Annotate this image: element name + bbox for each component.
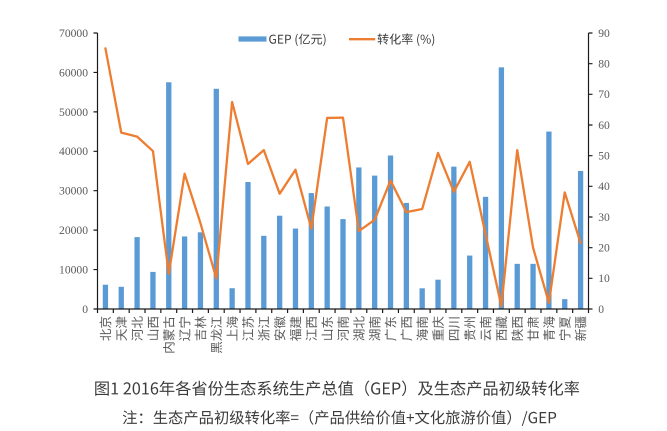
svg-text:60000: 60000 (59, 66, 88, 79)
svg-text:40: 40 (598, 180, 610, 193)
svg-text:80: 80 (598, 58, 610, 71)
svg-text:0: 0 (82, 303, 88, 316)
svg-text:70: 70 (598, 88, 610, 101)
svg-text:20000: 20000 (59, 224, 88, 237)
svg-text:10: 10 (598, 272, 610, 285)
svg-text:0: 0 (598, 303, 604, 316)
svg-text:50000: 50000 (59, 106, 88, 119)
svg-text:10000: 10000 (59, 263, 88, 276)
svg-text:40000: 40000 (59, 145, 88, 158)
svg-text:30000: 30000 (59, 185, 88, 198)
svg-text:70000: 70000 (59, 27, 88, 40)
svg-text:90: 90 (598, 27, 610, 40)
svg-text:60: 60 (598, 119, 610, 132)
svg-text:20: 20 (598, 242, 610, 255)
svg-text:50: 50 (598, 150, 610, 163)
svg-text:30: 30 (598, 211, 610, 224)
